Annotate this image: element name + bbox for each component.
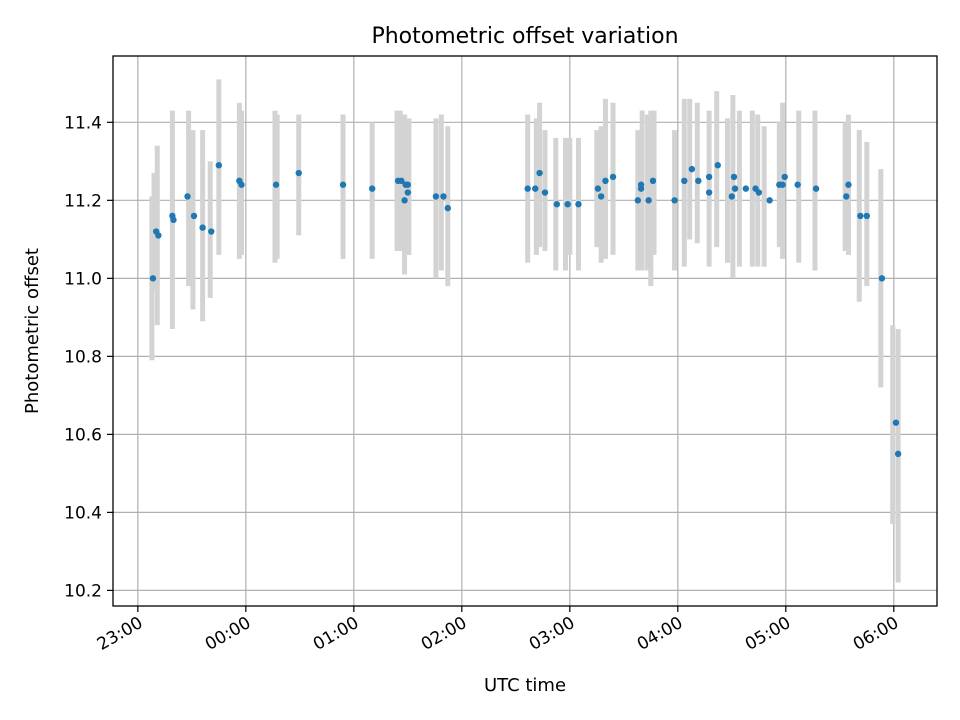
data-point — [404, 189, 412, 196]
data-point — [705, 189, 713, 196]
data-point — [440, 193, 447, 200]
data-point — [602, 177, 609, 185]
data-point — [766, 197, 773, 204]
data-point — [401, 197, 408, 204]
data-point — [208, 228, 215, 235]
data-point — [742, 185, 750, 192]
data-point — [238, 181, 245, 188]
data-point — [190, 212, 198, 220]
y-tick-label: 10.2 — [64, 581, 102, 601]
data-point — [681, 177, 688, 185]
data-point — [843, 193, 850, 200]
data-point — [705, 173, 713, 181]
data-point — [594, 185, 602, 192]
data-point — [671, 197, 678, 204]
plot-frame — [112, 55, 938, 607]
data-point — [368, 185, 376, 192]
y-tick-labels: 10.2 10.4 10.6 10.8 11.0 11.2 11.4 — [64, 113, 102, 601]
data-point — [781, 173, 788, 181]
data-point — [857, 212, 864, 220]
data-point — [645, 197, 652, 204]
data-point — [845, 181, 852, 188]
data-point — [637, 185, 645, 192]
data-point — [564, 201, 571, 208]
data-point — [553, 201, 561, 208]
data-point — [794, 181, 801, 188]
data-point — [730, 173, 738, 181]
y-tick-label: 10.6 — [64, 425, 102, 445]
data-point — [812, 185, 820, 192]
data-point — [541, 189, 549, 196]
data-point — [575, 201, 582, 208]
data-points — [149, 162, 902, 458]
y-tick-label: 11.4 — [64, 113, 102, 133]
y-tick-label: 11.0 — [64, 269, 102, 289]
data-point — [524, 185, 531, 192]
data-point — [649, 177, 657, 185]
data-point — [170, 216, 177, 224]
y-tick-label: 11.2 — [64, 191, 102, 211]
data-point — [609, 173, 617, 181]
data-point — [272, 181, 280, 188]
data-point — [731, 185, 739, 192]
data-point — [688, 165, 696, 173]
data-point — [536, 169, 543, 177]
data-point — [149, 275, 157, 282]
data-point — [398, 177, 405, 185]
data-point — [295, 169, 302, 177]
data-point — [444, 204, 451, 212]
data-point — [432, 193, 440, 200]
data-point — [755, 189, 763, 196]
data-point — [634, 197, 642, 204]
data-point — [728, 193, 736, 200]
data-point — [894, 450, 902, 458]
data-point — [597, 193, 605, 200]
data-point — [892, 419, 900, 426]
data-point — [863, 212, 871, 220]
data-point — [155, 232, 162, 239]
data-point — [779, 181, 786, 188]
data-point — [695, 177, 702, 185]
y-axis-label: Photometric offset — [22, 248, 43, 414]
data-point — [532, 185, 539, 192]
data-point — [878, 275, 886, 282]
y-tick-label: 10.4 — [64, 503, 102, 523]
data-point — [404, 181, 412, 188]
data-point — [339, 181, 347, 188]
chart-title: Photometric offset variation — [371, 24, 678, 49]
data-point — [199, 224, 206, 231]
data-point — [215, 162, 223, 169]
y-tick-label: 10.8 — [64, 347, 102, 367]
x-axis-label: UTC time — [484, 675, 566, 696]
ticks — [107, 121, 895, 612]
data-point — [714, 162, 721, 169]
data-point — [184, 193, 191, 200]
